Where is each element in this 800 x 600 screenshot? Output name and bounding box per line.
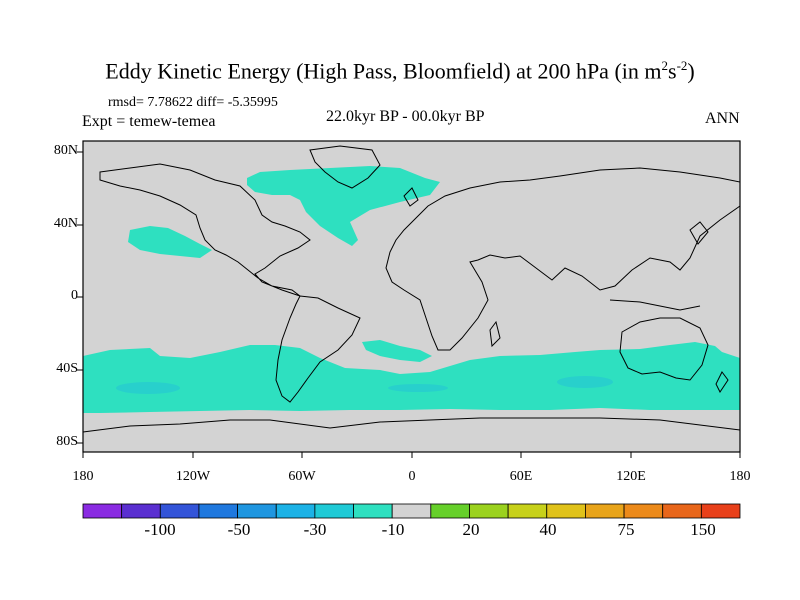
lat-label-80n: 80N: [53, 143, 78, 158]
coast-south-america: [275, 295, 361, 403]
colorbar-box: [353, 503, 393, 519]
period-label: 22.0kyr BP - 00.0kyr BP: [326, 108, 485, 125]
colorbar-box: [507, 503, 548, 519]
anomaly-core-pacific: [116, 382, 180, 394]
coast-japan: [689, 221, 709, 245]
map-title: Eddy Kinetic Energy (High Pass, Bloomfie…: [105, 58, 695, 84]
anomaly-cores: [116, 376, 613, 394]
colorbar-label-neg10: -10: [381, 520, 405, 539]
colorbar-box: [391, 503, 432, 519]
colorbar-box: [430, 503, 470, 519]
colorbar-box: [237, 503, 277, 519]
colorbar-label-150: 150: [690, 520, 716, 539]
colorbar-box: [585, 503, 625, 519]
colorbar-label-75: 75: [617, 520, 635, 539]
lon-label-180w: 180: [72, 469, 94, 484]
coast-indonesia: [609, 299, 701, 311]
anomaly-core-atlantic: [388, 384, 448, 392]
coast-greenland: [309, 145, 381, 189]
colorbar-box: [469, 503, 509, 519]
colorbar-label-40: 40: [539, 520, 557, 539]
southern-ocean-anomaly: [83, 342, 740, 413]
coast-madagascar: [489, 320, 501, 348]
colorbar-box: [82, 503, 123, 519]
lat-label-40n: 40N: [53, 216, 78, 231]
colorbar-box: [198, 503, 238, 519]
coastlines: [82, 145, 741, 433]
lat-label-80s: 80S: [56, 434, 78, 449]
lat-label-0: 0: [71, 288, 78, 303]
colorbar-label-neg30: -30: [303, 520, 327, 539]
colorbar-label-20: 20: [462, 520, 480, 539]
season-label: ANN: [705, 110, 740, 127]
coast-antarctica: [82, 417, 741, 433]
colorbar-box: [121, 503, 161, 519]
lon-label-60e: 60E: [509, 469, 533, 484]
coast-new-zealand: [715, 371, 729, 393]
colorbar-box: [159, 503, 200, 519]
lon-label-180e: 180: [729, 469, 751, 484]
lat-label-40s: 40S: [56, 361, 78, 376]
lon-label-120e: 120E: [616, 469, 646, 484]
colorbar: [82, 503, 741, 519]
colorbar-box: [275, 503, 316, 519]
experiment-label: Expt = temew-temea: [82, 113, 216, 130]
indian-ocean-anomaly: [362, 340, 432, 362]
coast-australia: [619, 317, 709, 381]
colorbar-label-neg100: -100: [144, 520, 176, 539]
rmsd-diff-stats: rmsd= 7.78622 diff= -5.35995: [108, 95, 278, 110]
colorbar-box: [314, 503, 354, 519]
north-pacific-anomaly: [128, 226, 212, 258]
colorbar-box: [662, 503, 702, 519]
colorbar-label-neg50: -50: [227, 520, 251, 539]
north-atlantic-anomaly: [247, 166, 440, 246]
colorbar-box: [546, 503, 586, 519]
colorbar-box: [700, 503, 741, 519]
coast-uk: [403, 187, 419, 207]
coast-europe-africa: [385, 167, 741, 351]
lon-label-60w: 60W: [288, 469, 316, 484]
tick-marks: [77, 151, 741, 458]
coast-north-america: [99, 163, 311, 297]
colorbar-box: [623, 503, 664, 519]
lon-label-120w: 120W: [175, 469, 211, 484]
anomaly-core-indian: [557, 376, 613, 388]
anomaly-regions: [83, 166, 740, 413]
lon-label-0: 0: [408, 469, 416, 484]
